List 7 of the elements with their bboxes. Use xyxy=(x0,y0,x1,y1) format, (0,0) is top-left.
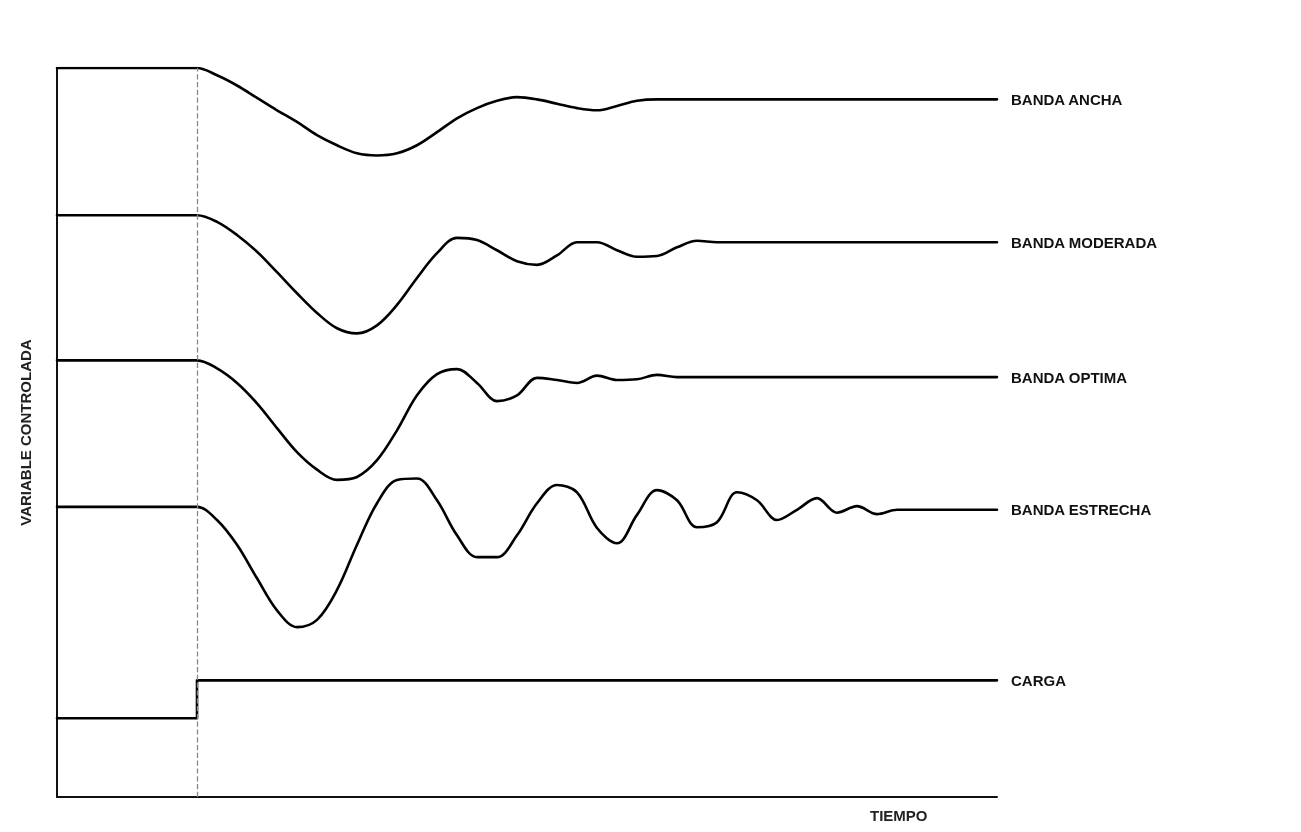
series-label: BANDA ESTRECHA xyxy=(1011,501,1152,519)
series-label: BANDA ANCHA xyxy=(1011,90,1123,108)
x-axis-title: TIEMPO xyxy=(870,807,928,824)
series-label: CARGA xyxy=(1011,671,1067,689)
series-label: BANDA OPTIMA xyxy=(1011,368,1128,386)
y-axis-title: VARIABLE CONTROLADA xyxy=(17,339,34,526)
series-label: BANDA MODERADA xyxy=(1011,233,1158,251)
